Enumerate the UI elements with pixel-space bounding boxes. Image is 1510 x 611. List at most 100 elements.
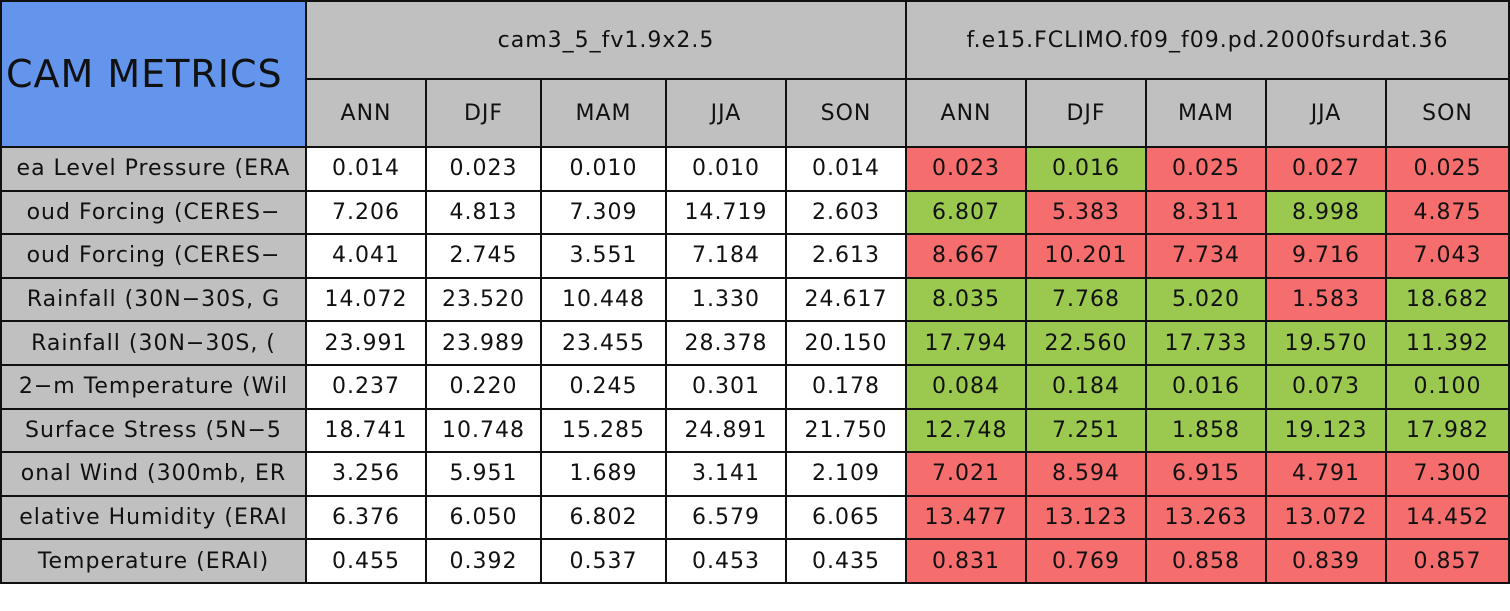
- metric-cell: 0.537: [540, 538, 667, 584]
- metric-cell: 1.858: [1145, 407, 1268, 454]
- data-row: oud Forcing (CERES− 7.206 4.813 7.309 14.719…: [0, 189, 1510, 236]
- metric-cell: 7.734: [1145, 233, 1268, 279]
- metric-cell: 0.184: [1025, 363, 1148, 410]
- metric-cell: 4.875: [1385, 189, 1510, 236]
- metric-cell: 8.311: [1145, 189, 1268, 236]
- season-header: JJA: [1265, 78, 1388, 148]
- metric-cell: 0.025: [1145, 146, 1268, 192]
- season-header: SON: [784, 78, 908, 148]
- metric-cell: 2.745: [425, 233, 542, 279]
- row-label: Rainfall (30N−30S, (: [0, 320, 307, 366]
- metric-cell: 0.245: [540, 363, 667, 410]
- metric-cell: 0.220: [425, 363, 542, 410]
- row-label: ea Level Pressure (ERA: [0, 146, 307, 192]
- metric-cell: 7.206: [305, 189, 427, 236]
- metric-cell: 24.891: [665, 407, 787, 454]
- metric-cell: 0.453: [665, 538, 787, 584]
- metric-cell: 7.768: [1025, 276, 1148, 323]
- row-label: 2−m Temperature (Wil: [0, 363, 307, 410]
- metric-cell: 14.072: [305, 276, 427, 323]
- metric-cell: 4.791: [1265, 451, 1388, 497]
- metric-cell: 2.613: [784, 233, 908, 279]
- metric-cell: 21.750: [784, 407, 908, 454]
- metric-cell: 0.010: [540, 146, 667, 192]
- row-label: Rainfall (30N−30S, G: [0, 276, 307, 323]
- metric-cell: 0.100: [1385, 363, 1510, 410]
- row-label: elative Humidity (ERAI: [0, 494, 307, 541]
- metric-cell: 13.477: [905, 494, 1028, 541]
- metric-cell: 17.794: [905, 320, 1028, 366]
- metric-cell: 0.435: [784, 538, 908, 584]
- metric-cell: 0.237: [305, 363, 427, 410]
- season-header: ANN: [305, 78, 427, 148]
- season-header: JJA: [665, 78, 787, 148]
- metric-cell: 0.857: [1385, 538, 1510, 584]
- metric-cell: 0.858: [1145, 538, 1268, 584]
- metric-cell: 0.014: [784, 146, 908, 192]
- metric-cell: 6.065: [784, 494, 908, 541]
- metric-cell: 19.570: [1265, 320, 1388, 366]
- metric-cell: 7.251: [1025, 407, 1148, 454]
- metric-cell: 8.594: [1025, 451, 1148, 497]
- data-row: Rainfall (30N−30S, G 14.072 23.520 10.448 1.…: [0, 276, 1510, 323]
- table-body: CAM METRICS cam3_5_fv1.9x2.5 f.e15.FCLIM…: [0, 0, 1510, 584]
- metric-cell: 0.025: [1385, 146, 1510, 192]
- metric-cell: 0.073: [1265, 363, 1388, 410]
- data-row: elative Humidity (ERAI 6.376 6.050 6.802 6.5…: [0, 494, 1510, 541]
- group-header: cam3_5_fv1.9x2.5: [304, 0, 908, 80]
- metric-cell: 10.748: [425, 407, 542, 454]
- data-row: oud Forcing (CERES− 4.041 2.745 3.551 7.184 2…: [0, 233, 1510, 279]
- metric-cell: 6.579: [665, 494, 787, 541]
- metric-cell: 6.915: [1145, 451, 1268, 497]
- metric-cell: 13.263: [1145, 494, 1268, 541]
- season-header: DJF: [1025, 78, 1148, 148]
- metric-cell: 12.748: [905, 407, 1028, 454]
- metric-cell: 0.016: [1025, 146, 1148, 192]
- metric-cell: 2.109: [784, 451, 908, 497]
- metric-cell: 7.043: [1385, 233, 1510, 279]
- metric-cell: 8.035: [905, 276, 1028, 323]
- metric-cell: 10.448: [540, 276, 667, 323]
- metric-cell: 0.455: [305, 538, 427, 584]
- data-row: ea Level Pressure (ERA 0.014 0.023 0.010 0.0…: [0, 146, 1510, 192]
- metric-cell: 5.951: [425, 451, 542, 497]
- metric-cell: 6.807: [905, 189, 1028, 236]
- metric-cell: 7.021: [905, 451, 1028, 497]
- metric-cell: 23.520: [425, 276, 542, 323]
- data-row: Rainfall (30N−30S, (23.991 23.989 23.455 28…: [0, 320, 1510, 366]
- metric-cell: 0.016: [1145, 363, 1268, 410]
- metric-cell: 0.769: [1025, 538, 1148, 584]
- metric-cell: 0.027: [1265, 146, 1388, 192]
- metric-cell: 4.813: [425, 189, 542, 236]
- metric-cell: 6.376: [305, 494, 427, 541]
- metric-cell: 6.050: [425, 494, 542, 541]
- metric-cell: 23.455: [540, 320, 667, 366]
- metric-cell: 3.551: [540, 233, 667, 279]
- row-label: Temperature (ERAI): [0, 538, 307, 584]
- row-label: Surface Stress (5N−5: [0, 407, 307, 454]
- table-title: CAM METRICS: [0, 0, 307, 148]
- metric-cell: 8.998: [1265, 189, 1388, 236]
- metric-cell: 13.072: [1265, 494, 1388, 541]
- data-row: Surface Stress (5N−5 18.741 10.748 15.285 24…: [0, 407, 1510, 454]
- metric-cell: 13.123: [1025, 494, 1148, 541]
- row-label: oud Forcing (CERES−: [0, 233, 307, 279]
- season-header: MAM: [540, 78, 667, 148]
- metric-cell: 0.392: [425, 538, 542, 584]
- metric-cell: 9.716: [1265, 233, 1388, 279]
- metric-cell: 24.617: [784, 276, 908, 323]
- metric-cell: 7.309: [540, 189, 667, 236]
- metric-cell: 11.392: [1385, 320, 1510, 366]
- metric-cell: 0.023: [425, 146, 542, 192]
- season-header: DJF: [425, 78, 542, 148]
- metric-cell: 7.300: [1385, 451, 1510, 497]
- metric-cell: 23.991: [305, 320, 427, 366]
- metric-cell: 0.301: [665, 363, 787, 410]
- metric-cell: 6.802: [540, 494, 667, 541]
- metric-cell: 14.719: [665, 189, 787, 236]
- metric-cell: 3.256: [305, 451, 427, 497]
- metric-cell: 20.150: [784, 320, 908, 366]
- metric-cell: 10.201: [1025, 233, 1148, 279]
- metric-cell: 17.982: [1385, 407, 1510, 454]
- metric-cell: 5.020: [1145, 276, 1268, 323]
